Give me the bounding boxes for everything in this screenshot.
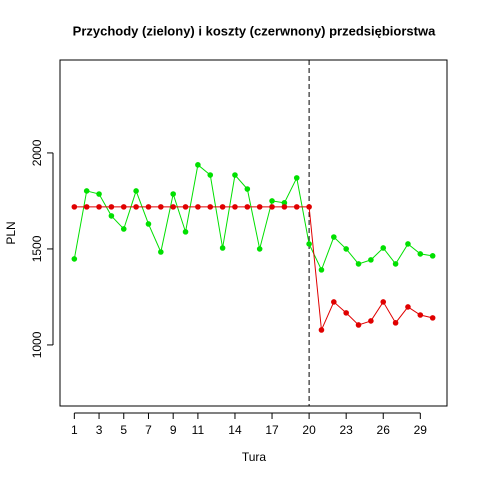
data-point [355, 261, 362, 267]
data-point [380, 245, 387, 251]
data-point [182, 204, 189, 210]
data-point [368, 318, 374, 324]
data-point [392, 261, 399, 267]
x-tick-label: 29 [414, 423, 428, 437]
data-point [207, 172, 214, 178]
data-point [281, 204, 288, 210]
data-point [120, 204, 127, 210]
data-point [195, 162, 201, 168]
x-tick-label: 14 [228, 423, 242, 437]
data-point [182, 229, 189, 235]
data-point [170, 191, 176, 197]
data-point [83, 204, 90, 210]
chart-title: Przychody (zielony) i koszty (czerwnony)… [73, 23, 436, 38]
data-point [158, 204, 164, 210]
data-point [145, 204, 152, 210]
data-point [405, 241, 411, 247]
data-point [281, 200, 288, 206]
x-tick-label: 23 [339, 423, 353, 437]
data-point [244, 204, 251, 210]
data-point [207, 204, 214, 210]
data-point [83, 188, 90, 194]
data-point [343, 246, 349, 252]
data-point [244, 186, 251, 192]
data-point [256, 204, 263, 210]
data-point [96, 191, 102, 197]
data-point [133, 188, 139, 194]
data-point [405, 304, 411, 310]
data-point [343, 310, 349, 316]
data-point [368, 257, 374, 263]
data-point [392, 320, 399, 326]
data-point [318, 267, 325, 273]
x-tick-label: 7 [145, 423, 152, 437]
data-point [306, 241, 312, 247]
x-tick-label: 5 [120, 423, 127, 437]
data-point [417, 312, 424, 318]
data-point [256, 246, 263, 252]
y-tick-label: 1500 [30, 235, 44, 262]
data-point [108, 213, 115, 219]
data-point [318, 327, 325, 333]
data-point [71, 256, 78, 262]
y-tick-label: 1000 [30, 331, 44, 358]
data-point [232, 172, 238, 178]
data-point [158, 249, 164, 255]
y-tick-label: 2000 [30, 139, 44, 166]
x-tick-label: 26 [377, 423, 391, 437]
data-point [306, 204, 312, 210]
data-point [429, 253, 436, 259]
data-point [269, 204, 275, 210]
data-point [71, 204, 78, 210]
series-line [74, 206, 433, 332]
x-tick-label: 11 [192, 423, 205, 437]
x-tick-label: 9 [170, 423, 177, 437]
plot-box [59, 59, 448, 407]
x-axis-label: Tura [242, 450, 267, 464]
data-point [145, 221, 152, 227]
data-point [96, 204, 102, 210]
data-point [108, 204, 115, 210]
data-point [232, 204, 238, 210]
data-point [170, 204, 176, 210]
y-axis-label: PLN [4, 221, 18, 244]
data-point [417, 251, 424, 257]
data-point [219, 204, 226, 210]
data-point [293, 204, 300, 210]
x-tick-label: 1 [71, 423, 78, 437]
data-point [195, 204, 201, 210]
data-point [380, 299, 387, 305]
data-point [331, 299, 337, 305]
x-tick-label: 3 [96, 423, 103, 437]
x-tick-label: 17 [265, 423, 279, 437]
data-point [133, 204, 139, 210]
data-point [293, 175, 300, 181]
series-line [73, 163, 433, 272]
data-point [120, 226, 127, 232]
data-point [219, 245, 226, 251]
x-tick-label: 20 [302, 423, 316, 437]
data-point [269, 198, 275, 204]
data-point [429, 315, 436, 321]
data-point [355, 322, 362, 328]
data-point [331, 234, 337, 240]
